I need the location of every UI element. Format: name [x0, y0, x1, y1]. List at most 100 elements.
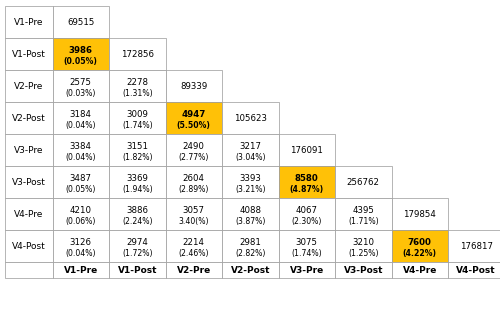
- Text: 176091: 176091: [290, 146, 323, 155]
- Text: V2-Post: V2-Post: [230, 266, 270, 275]
- Text: (2.82%): (2.82%): [235, 249, 266, 258]
- Text: 3393: 3393: [240, 174, 261, 183]
- Text: V4-Post: V4-Post: [456, 266, 496, 275]
- Text: 4210: 4210: [70, 206, 92, 215]
- Bar: [5, 102, 52, 134]
- Bar: [52, 102, 109, 134]
- Bar: [222, 198, 278, 230]
- Text: 256762: 256762: [347, 178, 380, 187]
- Bar: [278, 166, 335, 198]
- Text: (1.74%): (1.74%): [122, 121, 152, 130]
- Bar: [52, 262, 109, 278]
- Bar: [166, 134, 222, 166]
- Text: V2-Pre: V2-Pre: [176, 266, 211, 275]
- Text: 3075: 3075: [296, 238, 318, 247]
- Text: 3384: 3384: [70, 142, 92, 151]
- Bar: [335, 166, 392, 198]
- Bar: [166, 70, 222, 102]
- Bar: [109, 262, 166, 278]
- Bar: [5, 70, 52, 102]
- Bar: [52, 230, 109, 262]
- Text: (1.71%): (1.71%): [348, 217, 378, 226]
- Bar: [222, 262, 278, 278]
- Text: 4067: 4067: [296, 206, 318, 215]
- Bar: [109, 166, 166, 198]
- Text: 172856: 172856: [121, 50, 154, 59]
- Bar: [52, 70, 109, 102]
- Text: (2.89%): (2.89%): [178, 185, 209, 194]
- Text: 3210: 3210: [352, 238, 374, 247]
- Text: 4395: 4395: [352, 206, 374, 215]
- Text: V3-Pre: V3-Pre: [290, 266, 324, 275]
- Bar: [52, 134, 109, 166]
- Text: 176817: 176817: [460, 242, 493, 251]
- Text: V4-Post: V4-Post: [12, 242, 46, 251]
- Bar: [52, 166, 109, 198]
- Text: 2278: 2278: [126, 78, 148, 87]
- Bar: [278, 262, 335, 278]
- Bar: [52, 6, 109, 38]
- Bar: [392, 230, 448, 262]
- Bar: [5, 198, 52, 230]
- Bar: [335, 230, 392, 262]
- Text: 3217: 3217: [240, 142, 261, 151]
- Text: 3886: 3886: [126, 206, 148, 215]
- Text: (3.21%): (3.21%): [235, 185, 266, 194]
- Text: V1-Pre: V1-Pre: [14, 18, 44, 27]
- Text: (1.72%): (1.72%): [122, 249, 152, 258]
- Text: 3009: 3009: [126, 110, 148, 119]
- Bar: [166, 230, 222, 262]
- Text: 4947: 4947: [182, 110, 206, 119]
- Text: 3184: 3184: [70, 110, 92, 119]
- Text: (0.04%): (0.04%): [66, 153, 96, 162]
- Bar: [109, 198, 166, 230]
- Bar: [222, 166, 278, 198]
- Text: V4-Pre: V4-Pre: [14, 210, 44, 219]
- Text: 3126: 3126: [70, 238, 92, 247]
- Text: 3986: 3986: [69, 46, 93, 55]
- Text: (2.77%): (2.77%): [178, 153, 209, 162]
- Text: 7600: 7600: [408, 238, 432, 247]
- Text: 3369: 3369: [126, 174, 148, 183]
- Bar: [278, 134, 335, 166]
- Text: 3057: 3057: [183, 206, 205, 215]
- Text: V2-Pre: V2-Pre: [14, 82, 44, 91]
- Text: 2214: 2214: [183, 238, 205, 247]
- Text: (0.03%): (0.03%): [66, 89, 96, 98]
- Bar: [5, 262, 52, 278]
- Text: 2490: 2490: [183, 142, 204, 151]
- Text: 4088: 4088: [240, 206, 261, 215]
- Bar: [448, 262, 500, 278]
- Bar: [448, 230, 500, 262]
- Bar: [392, 198, 448, 230]
- Text: (0.06%): (0.06%): [66, 217, 96, 226]
- Bar: [166, 166, 222, 198]
- Bar: [222, 102, 278, 134]
- Bar: [166, 262, 222, 278]
- Bar: [109, 102, 166, 134]
- Text: 3487: 3487: [70, 174, 92, 183]
- Text: (4.22%): (4.22%): [403, 249, 437, 258]
- Bar: [222, 134, 278, 166]
- Bar: [335, 262, 392, 278]
- Text: 2974: 2974: [126, 238, 148, 247]
- Text: 2604: 2604: [183, 174, 205, 183]
- Bar: [222, 230, 278, 262]
- Bar: [278, 198, 335, 230]
- Bar: [109, 134, 166, 166]
- Text: V4-Pre: V4-Pre: [402, 266, 437, 275]
- Bar: [5, 230, 52, 262]
- Bar: [278, 230, 335, 262]
- Text: V3-Post: V3-Post: [344, 266, 383, 275]
- Text: (2.24%): (2.24%): [122, 217, 152, 226]
- Text: (3.04%): (3.04%): [235, 153, 266, 162]
- Text: (4.87%): (4.87%): [290, 185, 324, 194]
- Bar: [335, 198, 392, 230]
- Text: 3151: 3151: [126, 142, 148, 151]
- Bar: [109, 38, 166, 70]
- Bar: [166, 102, 222, 134]
- Text: (1.82%): (1.82%): [122, 153, 152, 162]
- Text: V1-Pre: V1-Pre: [64, 266, 98, 275]
- Text: 8580: 8580: [295, 174, 318, 183]
- Text: V1-Post: V1-Post: [118, 266, 157, 275]
